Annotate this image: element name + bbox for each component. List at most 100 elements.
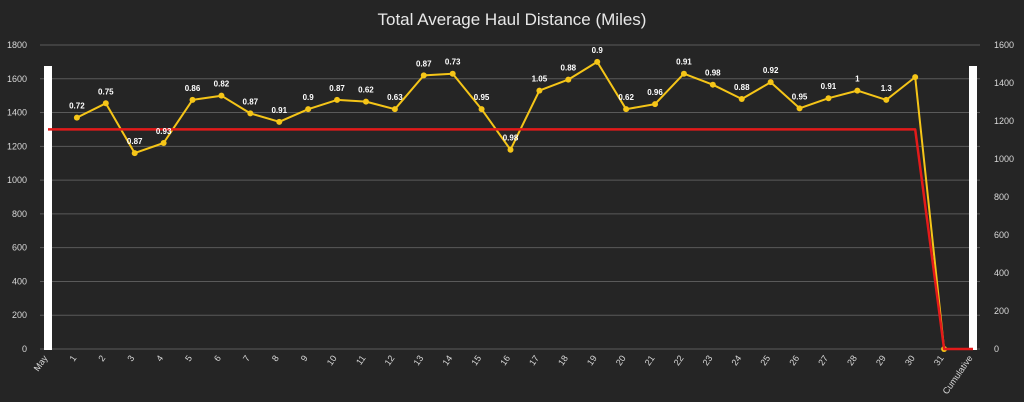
- series-point: [73, 114, 80, 121]
- series-point: [334, 96, 341, 103]
- series-point: [536, 87, 543, 94]
- x-tick-label: 4: [154, 353, 165, 363]
- data-label: 0.96: [647, 88, 663, 97]
- series-point: [102, 100, 109, 107]
- y-axis-left: 0 200 400 600 800 1000 1200 1400 1600 1800: [7, 40, 27, 354]
- x-axis: May 1 2 3 4 5 6 7 8 9 10 11 12 13 14 15 16 17 18 19 20 21 22 23…: [32, 353, 975, 396]
- x-tick-label: 10: [325, 353, 339, 367]
- x-tick-label: 5: [183, 353, 194, 363]
- x-tick-label: 23: [701, 353, 715, 367]
- x-tick-label: Cumulative: [941, 353, 975, 396]
- x-tick-label: 14: [440, 353, 454, 367]
- y-left-tick-label: 1000: [7, 175, 27, 185]
- y-left-tick-label: 400: [12, 276, 27, 286]
- data-label: 0.62: [358, 86, 374, 95]
- series-point: [796, 105, 803, 112]
- series-point: [680, 70, 687, 77]
- data-label: 0.9: [592, 46, 604, 55]
- chart-title: Total Average Haul Distance (Miles): [378, 10, 647, 29]
- series-point: [854, 87, 861, 94]
- y-right-tick-label: 400: [994, 268, 1009, 278]
- data-label: 0.98: [503, 134, 519, 143]
- left-axis-bar: [44, 66, 52, 350]
- x-tick-label: 21: [643, 353, 657, 367]
- series-point: [478, 106, 485, 113]
- series-point: [305, 106, 312, 113]
- y-left-tick-label: 200: [12, 310, 27, 320]
- x-tick-label: 11: [354, 353, 368, 366]
- series-point: [623, 106, 630, 113]
- series-point: [420, 72, 427, 79]
- data-label: 0.9: [303, 93, 315, 102]
- data-label: 0.88: [734, 83, 750, 92]
- x-tick-label: 20: [614, 353, 628, 367]
- x-tick-label: 8: [270, 353, 281, 363]
- x-tick-label: 25: [758, 353, 772, 367]
- data-label: 0.88: [561, 64, 577, 73]
- data-label: 0.92: [763, 66, 779, 75]
- series-point: [825, 95, 832, 102]
- data-label: 0.73: [445, 58, 461, 67]
- series-point: [565, 76, 572, 83]
- y-right-tick-label: 800: [994, 192, 1009, 202]
- y-left-tick-label: 600: [12, 243, 27, 253]
- x-tick-label: 12: [383, 353, 397, 367]
- data-label: 0.63: [387, 93, 403, 102]
- data-label: 1.3: [881, 84, 893, 93]
- y-left-tick-label: 1400: [7, 108, 27, 118]
- data-label: 0.87: [329, 84, 345, 93]
- data-label: 0.87: [243, 97, 259, 106]
- x-tick-label: 9: [299, 353, 310, 363]
- data-label: 0.87: [416, 59, 432, 68]
- data-label: 0.62: [618, 93, 634, 102]
- data-label: 0.91: [271, 106, 287, 115]
- data-label: 0.98: [705, 69, 721, 78]
- series-point: [391, 106, 398, 113]
- series-point: [218, 92, 225, 99]
- x-tick-label: 19: [585, 353, 599, 367]
- y-right-tick-label: 1000: [994, 154, 1014, 164]
- x-tick-label: 22: [672, 353, 686, 367]
- x-tick-label: 30: [903, 353, 917, 367]
- x-tick-label: 17: [527, 353, 541, 367]
- y-right-tick-label: 600: [994, 230, 1009, 240]
- x-tick-label: 6: [212, 353, 223, 363]
- x-tick-label: 18: [556, 353, 570, 367]
- series-point: [709, 81, 716, 88]
- series-point: [652, 101, 659, 108]
- y-left-tick-label: 800: [12, 209, 27, 219]
- x-tick-label: 15: [469, 353, 483, 367]
- y-right-tick-label: 1400: [994, 78, 1014, 88]
- x-tick-label: 24: [729, 353, 743, 367]
- x-tick-label: 2: [96, 353, 107, 363]
- data-label: 0.95: [792, 92, 808, 101]
- data-label: 1: [855, 75, 860, 84]
- data-label: 0.82: [214, 80, 230, 89]
- right-axis-bar: [969, 66, 977, 350]
- data-label: 0.91: [676, 58, 692, 67]
- y-left-tick-label: 1600: [7, 74, 27, 84]
- y-axis-right: 0 200 400 600 800 1000 1200 1400 1600: [994, 40, 1014, 354]
- y-right-tick-label: 1600: [994, 40, 1014, 50]
- series-point: [189, 96, 196, 103]
- series-point: [449, 70, 456, 77]
- series-point: [738, 96, 745, 103]
- series-point: [883, 96, 890, 103]
- series-line-1: [48, 128, 973, 351]
- y-right-tick-label: 1200: [994, 116, 1014, 126]
- series-layer: [48, 58, 973, 352]
- data-label: 0.87: [127, 137, 143, 146]
- data-label: 0.86: [185, 84, 201, 93]
- x-tick-label: 3: [125, 353, 136, 363]
- x-tick-label: 1: [67, 353, 78, 363]
- series-point: [507, 146, 514, 153]
- data-label: 1.05: [532, 75, 548, 84]
- series-point: [276, 118, 283, 125]
- y-right-tick-label: 200: [994, 306, 1009, 316]
- data-label: 0.93: [156, 127, 172, 136]
- x-tick-label: May: [32, 353, 50, 373]
- y-right-tick-label: 0: [994, 344, 999, 354]
- series-point: [767, 79, 774, 86]
- series-point: [247, 110, 254, 117]
